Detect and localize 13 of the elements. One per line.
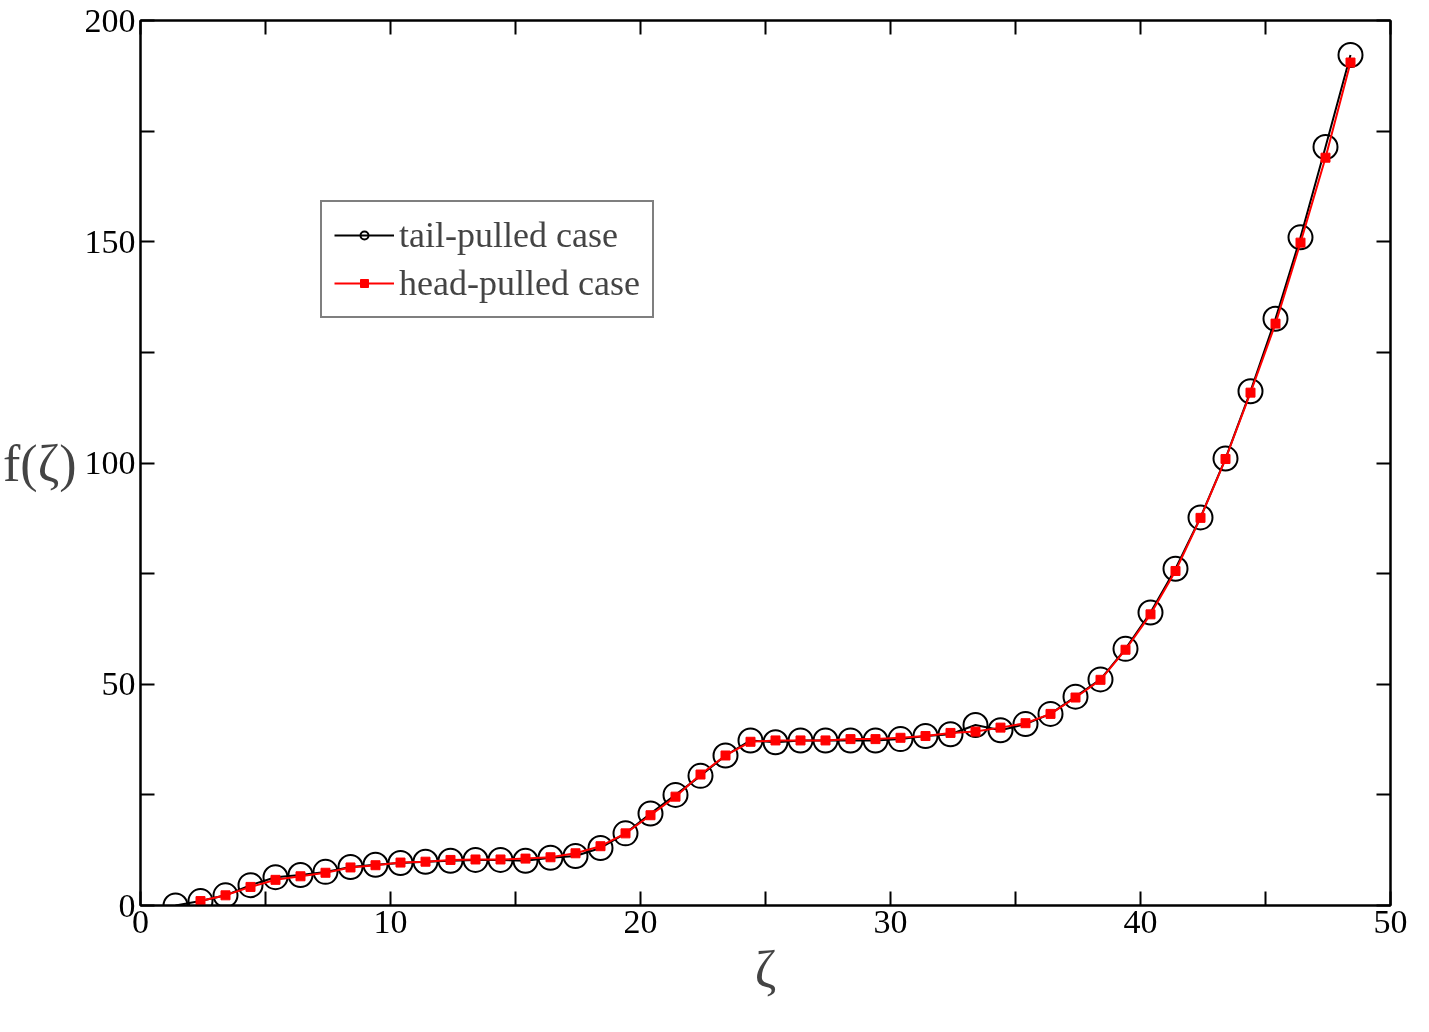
y-tick-label: 150 (84, 222, 136, 260)
legend-label: tail-pulled case (399, 214, 618, 256)
legend-label: head-pulled case (399, 262, 640, 304)
y-tick-label: 200 (84, 1, 136, 39)
x-axis-title: ζ (754, 940, 777, 998)
x-tick-label: 20 (623, 902, 658, 940)
y-tick-label: 100 (84, 444, 136, 481)
y-axis-title: f(ζ) (3, 434, 77, 493)
x-tick-label: 50 (1373, 902, 1408, 940)
x-tick-label: 40 (1123, 902, 1158, 940)
x-tick-label: 30 (873, 902, 908, 940)
x-tick-label: 10 (373, 902, 408, 940)
y-tick-label: 50 (101, 665, 136, 703)
